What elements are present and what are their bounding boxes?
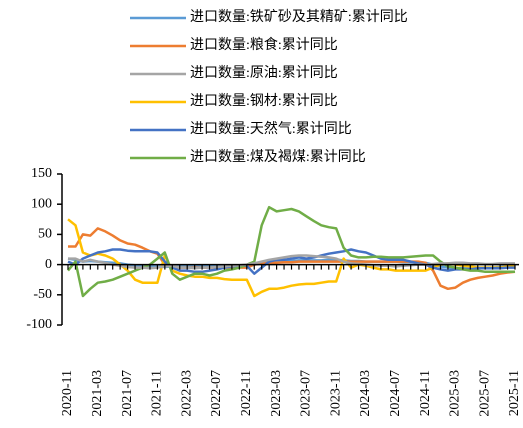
- y-tick-label: 150: [31, 166, 52, 181]
- legend-label: 进口数量:原油:累计同比: [190, 65, 338, 81]
- x-tick-label: 2023-03: [269, 370, 284, 417]
- y-tick-label: -100: [26, 317, 52, 332]
- x-tick-label: 2020-11: [60, 370, 75, 416]
- x-tick-label: 2021-07: [120, 370, 135, 417]
- x-tick-label: 2025-07: [477, 370, 492, 417]
- legend-label: 进口数量:钢材:累计同比: [190, 93, 338, 109]
- x-tick-label: 2022-03: [179, 370, 194, 417]
- page: -100 -50 0 50 100 150 2020-11 2021-03 2021-07 202…: [0, 0, 523, 428]
- legend-label: 进口数量:铁矿砂及其精矿:累计同比: [190, 9, 408, 25]
- x-tick-label: 2025-11: [507, 370, 522, 416]
- y-tick-label: -50: [33, 287, 52, 302]
- x-tick-label: 2022-11: [239, 370, 254, 416]
- x-tick-label: 2024-03: [358, 370, 373, 417]
- x-tick-label: 2021-03: [90, 370, 105, 417]
- x-tick-label: 2023-11: [328, 370, 343, 416]
- y-tick-label: 100: [31, 196, 52, 211]
- x-tick-label: 2024-07: [388, 370, 403, 417]
- y-tick-label: 50: [38, 227, 52, 242]
- x-tick-label: 2024-11: [418, 370, 433, 416]
- chart: -100 -50 0 50 100 150 2020-11 2021-03 2021-07 202…: [0, 0, 523, 428]
- x-tick-label: 2021-11: [150, 370, 165, 416]
- x-tick-label: 2022-07: [209, 370, 224, 417]
- legend-label: 进口数量:天然气:累计同比: [190, 120, 352, 137]
- legend-label: 进口数量:粮食:累计同比: [190, 36, 338, 53]
- x-tick-label: 2023-07: [299, 370, 314, 417]
- x-tick-label: 2025-03: [448, 370, 463, 417]
- legend-label: 进口数量:煤及褐煤:累计同比: [190, 149, 366, 165]
- y-tick-label: 0: [45, 257, 52, 272]
